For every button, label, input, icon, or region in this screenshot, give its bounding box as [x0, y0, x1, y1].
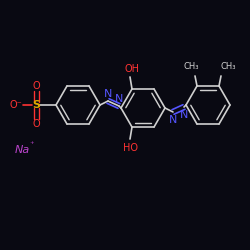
- Text: N: N: [169, 115, 177, 125]
- Text: N: N: [115, 94, 123, 104]
- Text: OH: OH: [124, 64, 140, 74]
- Text: S: S: [32, 100, 40, 110]
- Text: CH₃: CH₃: [220, 62, 236, 72]
- Text: Na: Na: [14, 145, 30, 155]
- Text: CH₃: CH₃: [183, 62, 199, 72]
- Text: O: O: [32, 81, 40, 91]
- Text: N: N: [180, 110, 188, 120]
- Text: N: N: [104, 89, 112, 99]
- Text: ⁺: ⁺: [30, 140, 34, 149]
- Text: HO: HO: [122, 143, 138, 153]
- Text: O: O: [32, 119, 40, 129]
- Text: O⁻: O⁻: [10, 100, 22, 110]
